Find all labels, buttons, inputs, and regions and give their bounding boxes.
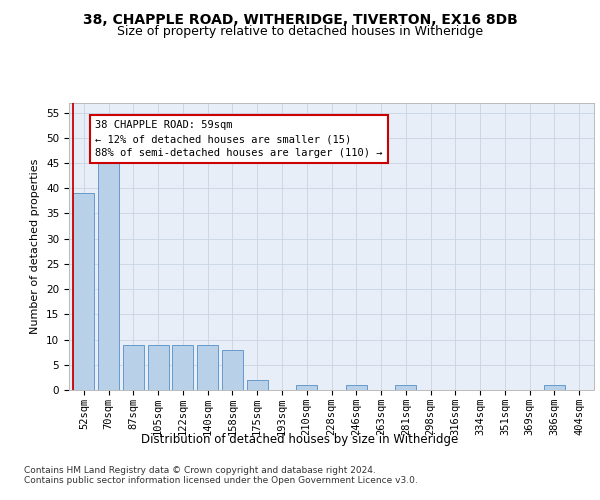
Text: 38 CHAPPLE ROAD: 59sqm
← 12% of detached houses are smaller (15)
88% of semi-det: 38 CHAPPLE ROAD: 59sqm ← 12% of detached… <box>95 120 383 158</box>
Bar <box>247 380 268 390</box>
Y-axis label: Number of detached properties: Number of detached properties <box>31 158 40 334</box>
Bar <box>197 344 218 390</box>
Bar <box>346 385 367 390</box>
Bar <box>98 163 119 390</box>
Bar <box>395 385 416 390</box>
Text: Distribution of detached houses by size in Witheridge: Distribution of detached houses by size … <box>142 432 458 446</box>
Text: Contains HM Land Registry data © Crown copyright and database right 2024.
Contai: Contains HM Land Registry data © Crown c… <box>24 466 418 485</box>
Bar <box>172 344 193 390</box>
Text: 38, CHAPPLE ROAD, WITHERIDGE, TIVERTON, EX16 8DB: 38, CHAPPLE ROAD, WITHERIDGE, TIVERTON, … <box>83 12 517 26</box>
Bar <box>148 344 169 390</box>
Bar <box>544 385 565 390</box>
Text: Size of property relative to detached houses in Witheridge: Size of property relative to detached ho… <box>117 25 483 38</box>
Bar <box>222 350 243 390</box>
Bar <box>296 385 317 390</box>
Bar <box>123 344 144 390</box>
Bar <box>73 194 94 390</box>
